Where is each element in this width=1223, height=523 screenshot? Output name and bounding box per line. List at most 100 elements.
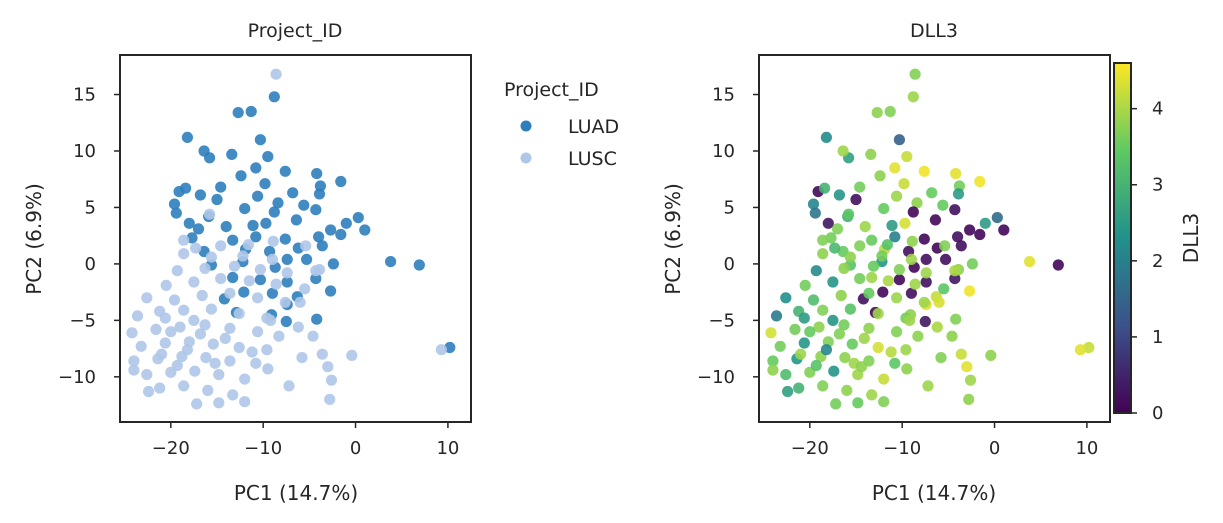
point-luad xyxy=(325,285,337,297)
point-dll3 xyxy=(871,107,883,119)
point-dll3 xyxy=(841,384,853,396)
point-dll3 xyxy=(1052,259,1064,271)
point-lusc xyxy=(239,396,251,408)
point-dll3 xyxy=(780,292,792,304)
point-lusc xyxy=(224,322,236,334)
right-y-tick-label: 0 xyxy=(724,254,735,275)
point-dll3 xyxy=(837,145,849,157)
point-dll3 xyxy=(765,327,777,339)
point-dll3 xyxy=(961,361,973,373)
point-lusc xyxy=(150,323,162,335)
left-y-tick-label: 5 xyxy=(85,197,96,218)
point-lusc xyxy=(233,341,245,354)
point-dll3 xyxy=(955,240,967,252)
point-luad xyxy=(290,214,302,226)
point-dll3 xyxy=(828,365,840,377)
point-lusc xyxy=(213,369,225,381)
point-dll3 xyxy=(804,326,816,338)
point-dll3 xyxy=(937,199,949,211)
right-x-ticks: −20 −10 0 10 xyxy=(791,422,1098,459)
point-lusc xyxy=(307,330,319,342)
point-luad xyxy=(252,190,264,202)
point-lusc xyxy=(205,303,217,315)
point-dll3 xyxy=(899,217,911,229)
legend-label-luad: LUAD xyxy=(568,116,619,138)
point-lusc xyxy=(128,355,140,367)
right-y-tick-label: 10 xyxy=(712,141,735,162)
point-luad xyxy=(310,273,322,285)
point-luad xyxy=(359,224,371,236)
point-dll3 xyxy=(933,296,945,308)
point-lusc xyxy=(213,397,225,409)
left-points-layer xyxy=(126,68,456,410)
point-lusc xyxy=(128,364,140,376)
left-x-ticks: −20 −10 0 10 xyxy=(152,422,459,459)
point-luad xyxy=(301,253,313,265)
point-dll3 xyxy=(854,273,866,285)
point-dll3 xyxy=(878,203,890,215)
point-dll3 xyxy=(872,308,884,320)
left-x-tick-label: 10 xyxy=(436,438,459,459)
point-dll3 xyxy=(844,251,857,263)
point-dll3 xyxy=(909,68,921,80)
point-luad xyxy=(181,131,193,143)
point-lusc xyxy=(159,312,171,324)
point-dll3 xyxy=(929,214,942,226)
point-dll3 xyxy=(919,315,931,328)
point-dll3 xyxy=(854,240,866,252)
point-luad xyxy=(325,224,337,236)
point-lusc xyxy=(273,330,285,342)
point-luad xyxy=(168,198,181,210)
point-dll3 xyxy=(885,346,897,358)
point-lusc xyxy=(135,340,147,352)
point-dll3 xyxy=(767,364,779,376)
point-dll3 xyxy=(998,224,1010,236)
point-dll3 xyxy=(852,397,864,409)
point-luad xyxy=(235,170,247,182)
point-dll3 xyxy=(964,285,976,297)
point-luad xyxy=(272,197,284,209)
point-lusc xyxy=(199,262,211,274)
point-luad xyxy=(287,187,299,199)
point-luad xyxy=(227,271,239,284)
point-dll3 xyxy=(952,188,965,200)
point-dll3 xyxy=(877,286,889,298)
point-luad xyxy=(279,165,291,177)
point-lusc xyxy=(254,264,266,276)
point-luad xyxy=(254,274,266,286)
point-dll3 xyxy=(866,271,878,284)
right-x-axis-label: PC1 (14.7%) xyxy=(872,481,996,505)
point-dll3 xyxy=(964,374,977,386)
left-y-ticks: −10 −5 0 5 10 15 xyxy=(58,85,120,388)
point-dll3 xyxy=(949,273,961,285)
point-lusc xyxy=(159,337,171,349)
point-dll3 xyxy=(964,224,976,236)
point-lusc xyxy=(190,242,202,254)
left-y-tick-label: −5 xyxy=(69,310,96,331)
point-dll3 xyxy=(831,223,844,235)
point-dll3 xyxy=(1083,341,1095,354)
point-luad xyxy=(262,151,274,163)
point-lusc xyxy=(191,398,203,410)
point-lusc xyxy=(160,279,172,291)
point-luad xyxy=(194,189,206,201)
colorbar-tick-label: 4 xyxy=(1152,99,1163,120)
point-luad xyxy=(247,219,259,232)
right-x-tick-label: 0 xyxy=(989,438,1000,459)
point-dll3 xyxy=(844,303,857,315)
point-lusc xyxy=(200,352,212,364)
point-lusc xyxy=(204,208,216,220)
point-lusc xyxy=(178,304,190,316)
point-lusc xyxy=(188,276,200,288)
point-dll3 xyxy=(907,91,919,103)
point-lusc xyxy=(156,348,168,360)
point-dll3 xyxy=(882,275,894,287)
legend-title: Project_ID xyxy=(504,79,599,101)
point-dll3 xyxy=(946,330,958,342)
point-luad xyxy=(352,212,364,224)
point-lusc xyxy=(178,234,190,246)
colorbar-label: DLL3 xyxy=(1179,213,1203,263)
point-lusc xyxy=(171,359,183,372)
point-lusc xyxy=(265,314,277,326)
point-luad xyxy=(310,204,322,216)
